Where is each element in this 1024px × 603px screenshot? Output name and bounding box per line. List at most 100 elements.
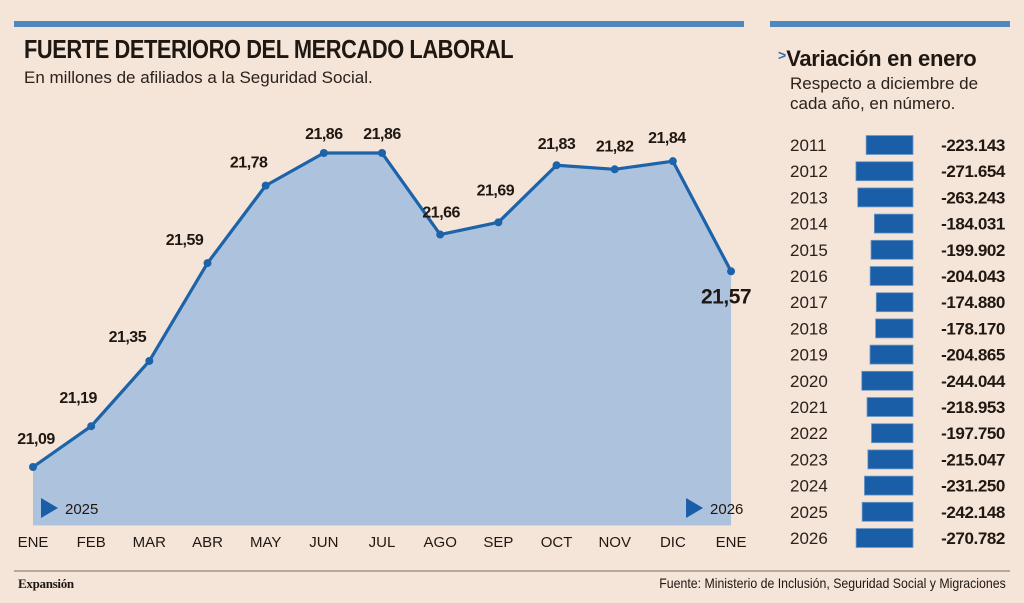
x-tick-label: MAR (133, 534, 167, 551)
x-tick-label: MAY (250, 534, 281, 551)
year-marker-label: 2025 (65, 501, 98, 518)
data-point (668, 157, 677, 166)
area-fill (33, 152, 732, 525)
data-label: 21,09 (17, 431, 55, 448)
category-label: 2025 (790, 503, 828, 522)
bar-row: 2018 -178.170 (790, 318, 1005, 339)
category-label: 2012 (790, 162, 828, 181)
category-label: 2011 (790, 136, 827, 155)
category-label: 2013 (790, 188, 828, 207)
bar (873, 213, 914, 234)
x-tick-label: AGO (424, 534, 457, 551)
bar-row: 2021 -218.953 (790, 397, 1005, 417)
data-point (552, 161, 561, 170)
x-tick-label: ABR (192, 534, 223, 551)
data-label: 21,84 (648, 130, 686, 147)
category-label: 2018 (790, 319, 828, 338)
data-point (610, 165, 619, 174)
category-label: 2020 (790, 372, 828, 391)
line-area-chart: 21,09 21,19 21,35 21,59 21,78 21,86 21,86 21,66… (17, 126, 751, 551)
value-label: -184.031 (941, 215, 1005, 234)
bar (870, 239, 914, 260)
bar (861, 370, 914, 391)
category-label: 2016 (790, 267, 828, 286)
value-label: -242.148 (941, 503, 1005, 522)
chevron-right-icon: > (778, 47, 787, 63)
bar (855, 528, 914, 548)
data-point (87, 422, 96, 431)
data-point (145, 356, 154, 365)
sidebar-heading: >Variación en enero (778, 46, 977, 72)
data-label: 21,83 (538, 136, 576, 153)
data-point (319, 148, 328, 157)
value-label: -174.880 (941, 293, 1005, 312)
value-label: -263.243 (941, 188, 1005, 207)
bar-row: 2011 -223.143 (790, 135, 1005, 155)
data-label: 21,86 (363, 126, 401, 143)
data-label: 21,78 (230, 155, 268, 172)
bar (864, 475, 914, 496)
bar-row: 2024 -231.250 (790, 475, 1005, 496)
area-layer (33, 152, 732, 525)
play-triangle-icon (686, 498, 704, 518)
sidebar-title: Variación en enero (786, 46, 977, 71)
bar-row: 2025 -242.148 (790, 501, 1005, 522)
brand-logo: Expansión (18, 576, 74, 591)
data-point (29, 463, 37, 471)
x-tick-label: SEP (483, 534, 513, 551)
x-tick-label: JUN (309, 534, 338, 551)
data-point (727, 267, 736, 276)
bar (855, 161, 914, 182)
bar-row: 2012 -271.654 (790, 161, 1006, 182)
bar-row: 2013 -263.243 (790, 187, 1005, 207)
year-marker-label: 2026 (710, 501, 743, 518)
data-label: 21,19 (59, 390, 97, 407)
play-triangle-icon (41, 498, 58, 518)
sidebar-subtitle-line2: cada año, en número. (790, 94, 956, 113)
bar (866, 397, 914, 417)
category-label: 2022 (790, 424, 828, 443)
value-label: -271.654 (941, 162, 1006, 181)
chart-title: FUERTE DETERIORO DEL MERCADO LABORAL (24, 34, 514, 64)
data-label: 21,82 (596, 138, 634, 155)
category-label: 2017 (790, 293, 828, 312)
data-point (203, 259, 212, 268)
x-tick-label: ENE (18, 534, 49, 551)
bar (875, 318, 914, 339)
x-tick-label: FEB (77, 534, 106, 551)
bar-row: 2017 -174.880 (790, 292, 1005, 313)
bar (861, 501, 914, 522)
value-label: -223.143 (941, 136, 1005, 155)
bar (869, 344, 914, 365)
data-point (436, 230, 445, 239)
x-tick-label: NOV (598, 534, 631, 551)
year-markers: 2025 2026 (41, 498, 743, 518)
value-label: -197.750 (941, 424, 1005, 443)
data-label: 21,66 (422, 205, 460, 222)
value-label: -215.047 (941, 450, 1005, 469)
value-label: -270.782 (941, 529, 1005, 548)
x-tick-label: ENE (716, 534, 747, 551)
bar-rows: 2011 -223.143 2012 -271.654 2013 -263.243 2014… (790, 135, 1006, 548)
value-label: -244.044 (941, 372, 1006, 391)
value-label: -199.902 (941, 241, 1005, 260)
bar (875, 292, 914, 313)
category-label: 2014 (790, 215, 828, 234)
x-tick-label: DIC (660, 534, 686, 551)
points-layer (29, 148, 736, 471)
sidebar-subtitle-line1: Respecto a diciembre de (790, 74, 979, 93)
sidebar-subtitle: Respecto a diciembre de cada año, en núm… (790, 74, 1020, 114)
category-label: 2015 (790, 241, 828, 260)
source-note: Fuente: Ministerio de Inclusión, Segurid… (659, 575, 1006, 591)
bar-row: 2023 -215.047 (790, 449, 1005, 470)
bar-row: 2020 -244.044 (790, 370, 1006, 391)
footer-divider (14, 570, 1010, 572)
bar (869, 266, 914, 286)
category-label: 2024 (790, 477, 828, 496)
x-axis-ticks: ENE FEB MAR ABR MAY JUN JUL AGO SEP OCT NOV DIC ENE (18, 534, 747, 551)
bar (867, 449, 914, 470)
data-label: 21,59 (166, 232, 204, 249)
bar (865, 135, 914, 155)
chart-subtitle: En millones de afiliados a la Seguridad … (24, 68, 373, 87)
bar-row: 2019 -204.865 (790, 344, 1005, 365)
